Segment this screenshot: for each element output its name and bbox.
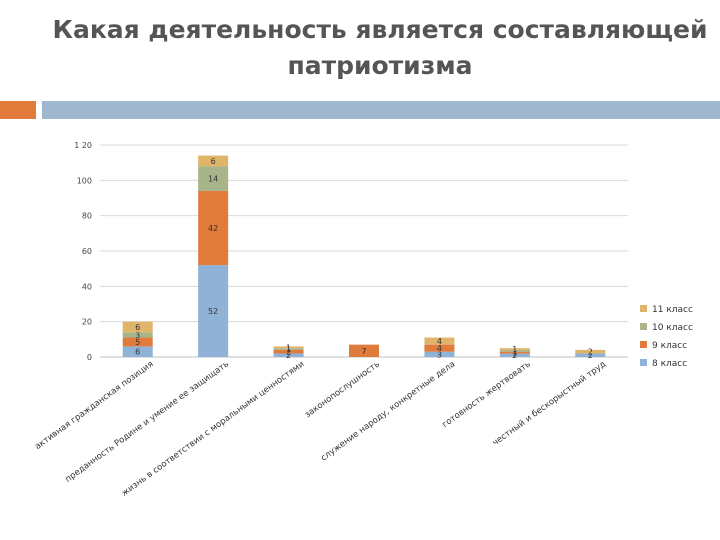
data-label: 42	[208, 224, 218, 233]
y-tick-label: 0	[87, 353, 92, 362]
bar-segment	[349, 344, 379, 357]
bar-segment	[499, 349, 530, 352]
data-label: 5	[135, 338, 140, 347]
bar-segment	[575, 349, 606, 354]
bar-segment	[273, 349, 304, 354]
data-label: 2	[512, 351, 517, 360]
legend-swatch	[640, 359, 647, 366]
data-label: 52	[208, 307, 218, 316]
data-label: 2	[588, 351, 593, 360]
data-label: 1	[286, 343, 291, 352]
bar-segment	[273, 353, 304, 357]
bar-segment	[575, 353, 606, 357]
x-category-label: активная гражданская позиция	[33, 359, 155, 452]
data-label: 2	[588, 348, 593, 357]
legend-swatch	[640, 323, 647, 330]
x-category-label: служение народу, конкретные дела	[319, 359, 457, 463]
y-tick-label: 20	[82, 318, 92, 327]
bar-segment	[424, 344, 455, 352]
legend-swatch	[640, 341, 647, 348]
bar-segment	[499, 353, 530, 357]
data-label: 6	[135, 348, 140, 357]
y-tick-label: 100	[77, 176, 92, 185]
bar-segment	[424, 351, 455, 357]
data-label: 2	[286, 351, 291, 360]
accent-block	[0, 101, 36, 119]
data-label: 1	[512, 347, 517, 356]
bar-segment	[198, 155, 229, 167]
data-label: 1	[512, 345, 517, 354]
page-title: Какая деятельность является составляющей…	[52, 15, 708, 80]
y-tick-label: 40	[82, 282, 92, 291]
y-tick-label: 80	[82, 212, 92, 221]
bar-segment	[273, 346, 304, 349]
bar-segment	[122, 346, 153, 357]
data-label: 6	[135, 323, 140, 332]
bar-segment	[424, 337, 455, 345]
legend-label: 11 класс	[652, 305, 693, 315]
data-label: 1	[512, 349, 517, 358]
bar-segment	[198, 190, 229, 266]
bar-segment	[122, 337, 153, 347]
bar-segment	[122, 321, 153, 333]
data-label: 3	[135, 331, 140, 340]
x-category-label: законопослушность	[303, 359, 382, 420]
bar-segment	[499, 351, 530, 354]
x-category-label: преданность Родине и умение ее защищать	[64, 359, 231, 484]
y-tick-label: 1 20	[74, 141, 92, 150]
accent-bar	[42, 101, 720, 119]
bar-segment	[198, 265, 229, 357]
data-label: 3	[437, 350, 442, 359]
bar-segment	[198, 166, 229, 191]
bar-segment	[273, 348, 304, 350]
data-label: 4	[437, 344, 442, 353]
bar-segment	[122, 332, 153, 338]
bar-segment	[499, 348, 530, 350]
legend-label: 9 класс	[652, 341, 687, 351]
data-label: 4	[437, 337, 442, 346]
y-tick-label: 60	[82, 247, 92, 256]
data-label: 1	[286, 345, 291, 354]
legend-swatch	[640, 305, 647, 312]
data-label: 6	[211, 157, 216, 166]
legend-label: 10 класс	[652, 323, 693, 333]
data-label: 14	[208, 175, 218, 184]
data-label: 2	[286, 348, 291, 357]
data-label: 7	[361, 347, 366, 356]
legend-label: 8 класс	[652, 359, 687, 369]
